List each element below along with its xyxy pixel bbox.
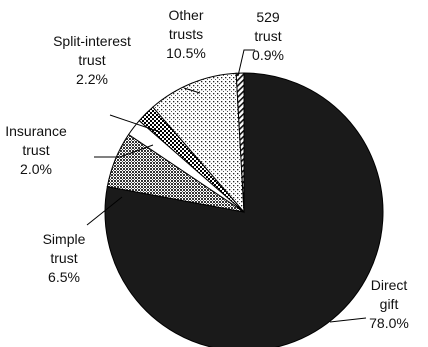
slice-label-line: trusts: [169, 26, 203, 42]
slice-label-line: 529: [256, 9, 280, 25]
leader-line-split-interest-trust: [109, 114, 161, 133]
slice-label-line: Split-interest: [53, 33, 131, 49]
slice-other-trusts: [152, 72, 245, 214]
slice-label-line: Other: [168, 7, 203, 23]
label-leader-lines: [86, 49, 367, 323]
slice-label-line: 2.2%: [76, 71, 108, 87]
slice-label-line: 6.5%: [48, 269, 80, 285]
slice-direct-gift: [104, 72, 384, 347]
slice-label-529-trust: 529 trust 0.9%: [252, 9, 284, 63]
leader-line-simple-trust: [86, 196, 123, 226]
slice-label-split-interest-trust: Split-interest trust 2.2%: [53, 33, 131, 87]
slice-label-line: trust: [254, 28, 281, 44]
slice-label-direct-gift: Direct gift 78.0%: [369, 277, 409, 331]
slice-label-line: Simple: [43, 231, 86, 247]
leader-line-other-trusts: [183, 87, 201, 94]
slice-labels: Direct gift 78.0% Simple trust 6.5% Insurance t…: [5, 7, 409, 331]
slice-label-insurance-trust: Insurance trust 2.0%: [5, 123, 67, 177]
leader-line-insurance-trust: [94, 144, 154, 158]
slice-label-line: 2.0%: [20, 161, 52, 177]
slice-label-simple-trust: Simple trust 6.5%: [43, 231, 86, 285]
slice-label-line: trust: [22, 142, 49, 158]
slice-label-line: Direct: [371, 277, 408, 293]
slice-label-other-trusts: Other trusts 10.5%: [166, 7, 206, 61]
slice-label-line: 10.5%: [166, 45, 206, 61]
pie-slices: [104, 72, 384, 347]
slice-label-line: trust: [50, 250, 77, 266]
slice-label-line: trust: [78, 52, 105, 68]
slice-label-line: gift: [380, 296, 399, 312]
slice-label-line: 78.0%: [369, 315, 409, 331]
slice-529-trust: [235, 72, 245, 213]
slice-label-line: 0.9%: [252, 47, 284, 63]
leader-line-529-trust: [237, 49, 255, 77]
leader-line-direct-gift: [329, 317, 367, 323]
slice-label-line: Insurance: [5, 123, 67, 139]
